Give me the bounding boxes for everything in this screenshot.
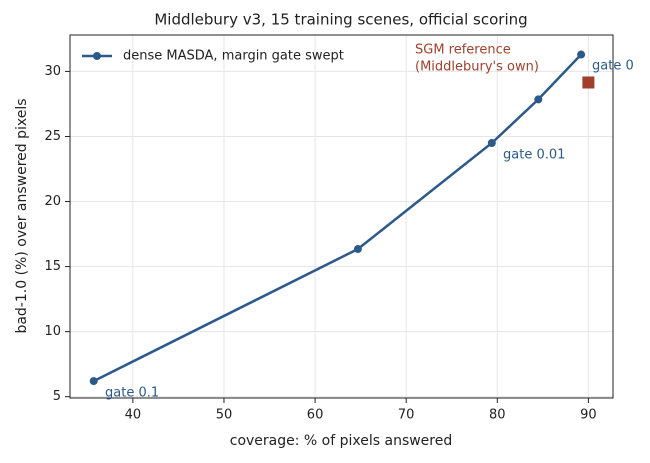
y-tick-label: 10	[44, 324, 61, 339]
x-tick-label: 60	[307, 408, 324, 423]
y-tick-label: 15	[44, 259, 61, 274]
x-tick-label: 40	[125, 408, 142, 423]
data-point	[353, 245, 362, 254]
x-tick-label: 70	[398, 408, 415, 423]
annotation: gate 0	[592, 59, 634, 74]
x-tick-label: 80	[489, 408, 506, 423]
chart-title: Middlebury v3, 15 training scenes, offic…	[154, 11, 527, 29]
annotation: SGM reference	[415, 43, 511, 58]
legend-marker	[93, 52, 101, 60]
annotation: gate 0.1	[105, 386, 159, 401]
x-axis-label: coverage: % of pixels answered	[230, 433, 453, 449]
plot-frame	[69, 34, 614, 399]
data-point	[487, 138, 496, 147]
data-point	[534, 95, 543, 104]
reference-marker	[582, 76, 595, 89]
data-point	[577, 50, 586, 59]
x-tick-label: 50	[216, 408, 233, 423]
x-tick-label: 90	[580, 408, 597, 423]
y-axis-label: bad-1.0 (%) over answered pixels	[14, 98, 30, 333]
y-tick-label: 20	[44, 194, 61, 209]
y-tick-label: 25	[44, 129, 61, 144]
y-tick-label: 30	[44, 64, 61, 79]
annotation: (Middlebury's own)	[415, 60, 539, 75]
y-tick-label: 5	[53, 389, 61, 404]
annotation: gate 0.01	[503, 148, 565, 163]
data-point	[89, 377, 98, 386]
legend-label: dense MASDA, margin gate swept	[123, 49, 344, 64]
